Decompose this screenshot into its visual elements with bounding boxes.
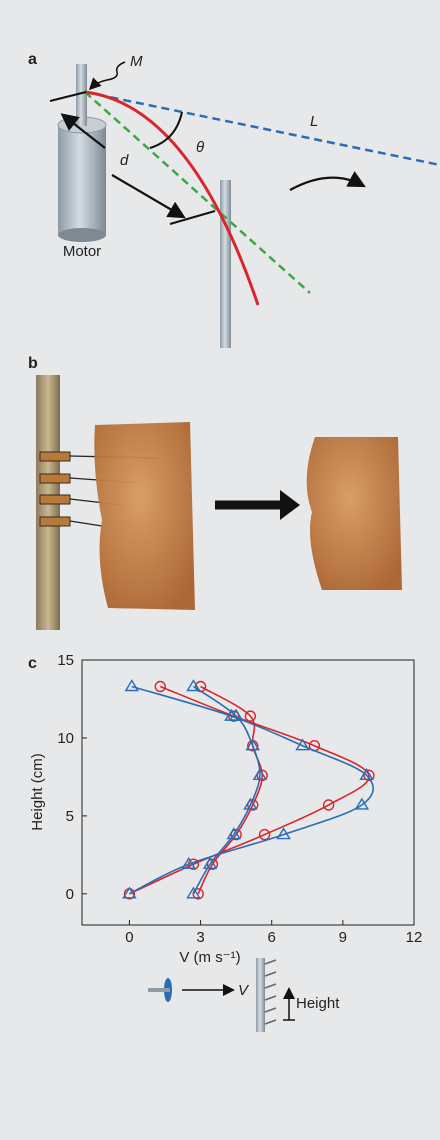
marker: [363, 769, 375, 782]
pointer: [88, 61, 126, 91]
marker: [206, 858, 219, 870]
plot-frame: [81, 659, 415, 926]
panel-label: a: [28, 51, 37, 68]
face-image: [94, 422, 195, 610]
y-tick-label: 15: [57, 652, 74, 669]
label-m: M: [130, 53, 143, 70]
marker: [186, 886, 201, 899]
label-l: L: [310, 113, 318, 130]
marker: [124, 679, 140, 692]
marker: [228, 708, 244, 721]
marker: [244, 710, 257, 722]
arrow: [111, 174, 186, 219]
dashed-line: [84, 90, 440, 167]
fit-line: [129, 685, 374, 895]
tick: [169, 210, 216, 225]
marker: [252, 767, 268, 781]
marker: [245, 738, 260, 751]
marker: [226, 827, 242, 840]
x-tick-label: 12: [406, 929, 423, 946]
marker: [295, 738, 310, 751]
y-tick-label: 5: [66, 808, 74, 825]
label-d: d: [120, 152, 129, 169]
marker: [228, 710, 240, 722]
angle-arc: [149, 111, 183, 149]
marker: [122, 886, 137, 899]
face-image: [306, 437, 402, 590]
arrowhead: [280, 490, 300, 520]
tick: [49, 91, 87, 102]
marker: [181, 856, 196, 869]
key-height: Height: [296, 995, 340, 1012]
marker: [243, 797, 258, 810]
marker: [258, 828, 271, 841]
motor-bottom: [58, 228, 106, 242]
bent-rod: [84, 90, 260, 306]
marker: [256, 769, 268, 782]
fit-line: [197, 685, 264, 895]
x-tick-label: 0: [125, 929, 133, 946]
marker: [192, 888, 204, 900]
wall-icon: [256, 958, 265, 1032]
arrow: [60, 113, 106, 149]
label-motor: Motor: [63, 243, 101, 260]
marker: [186, 679, 201, 692]
x-tick-label: 6: [268, 929, 276, 946]
dashed-line: [84, 91, 311, 294]
key-velocity: V: [238, 982, 250, 999]
marker: [322, 799, 335, 811]
fit-line: [129, 685, 370, 895]
wall-fibres: [264, 959, 277, 1025]
y-axis-label: Height (cm): [29, 753, 46, 831]
panel-label: b: [28, 355, 38, 372]
marker: [202, 856, 218, 869]
rod: [220, 180, 231, 348]
marker: [359, 767, 374, 781]
label-theta: θ: [196, 139, 204, 156]
rod: [76, 64, 87, 126]
marker: [154, 680, 166, 693]
x-tick-label: 3: [196, 929, 204, 946]
arrow: [289, 171, 366, 191]
marker: [354, 797, 370, 810]
motor-body: [58, 125, 106, 235]
marker: [276, 827, 291, 840]
y-tick-label: 0: [66, 886, 74, 903]
y-tick-label: 10: [57, 730, 74, 747]
x-tick-label: 9: [339, 929, 347, 946]
x-axis-label: V (m s⁻¹): [179, 949, 240, 966]
panel-label: c: [28, 655, 37, 672]
